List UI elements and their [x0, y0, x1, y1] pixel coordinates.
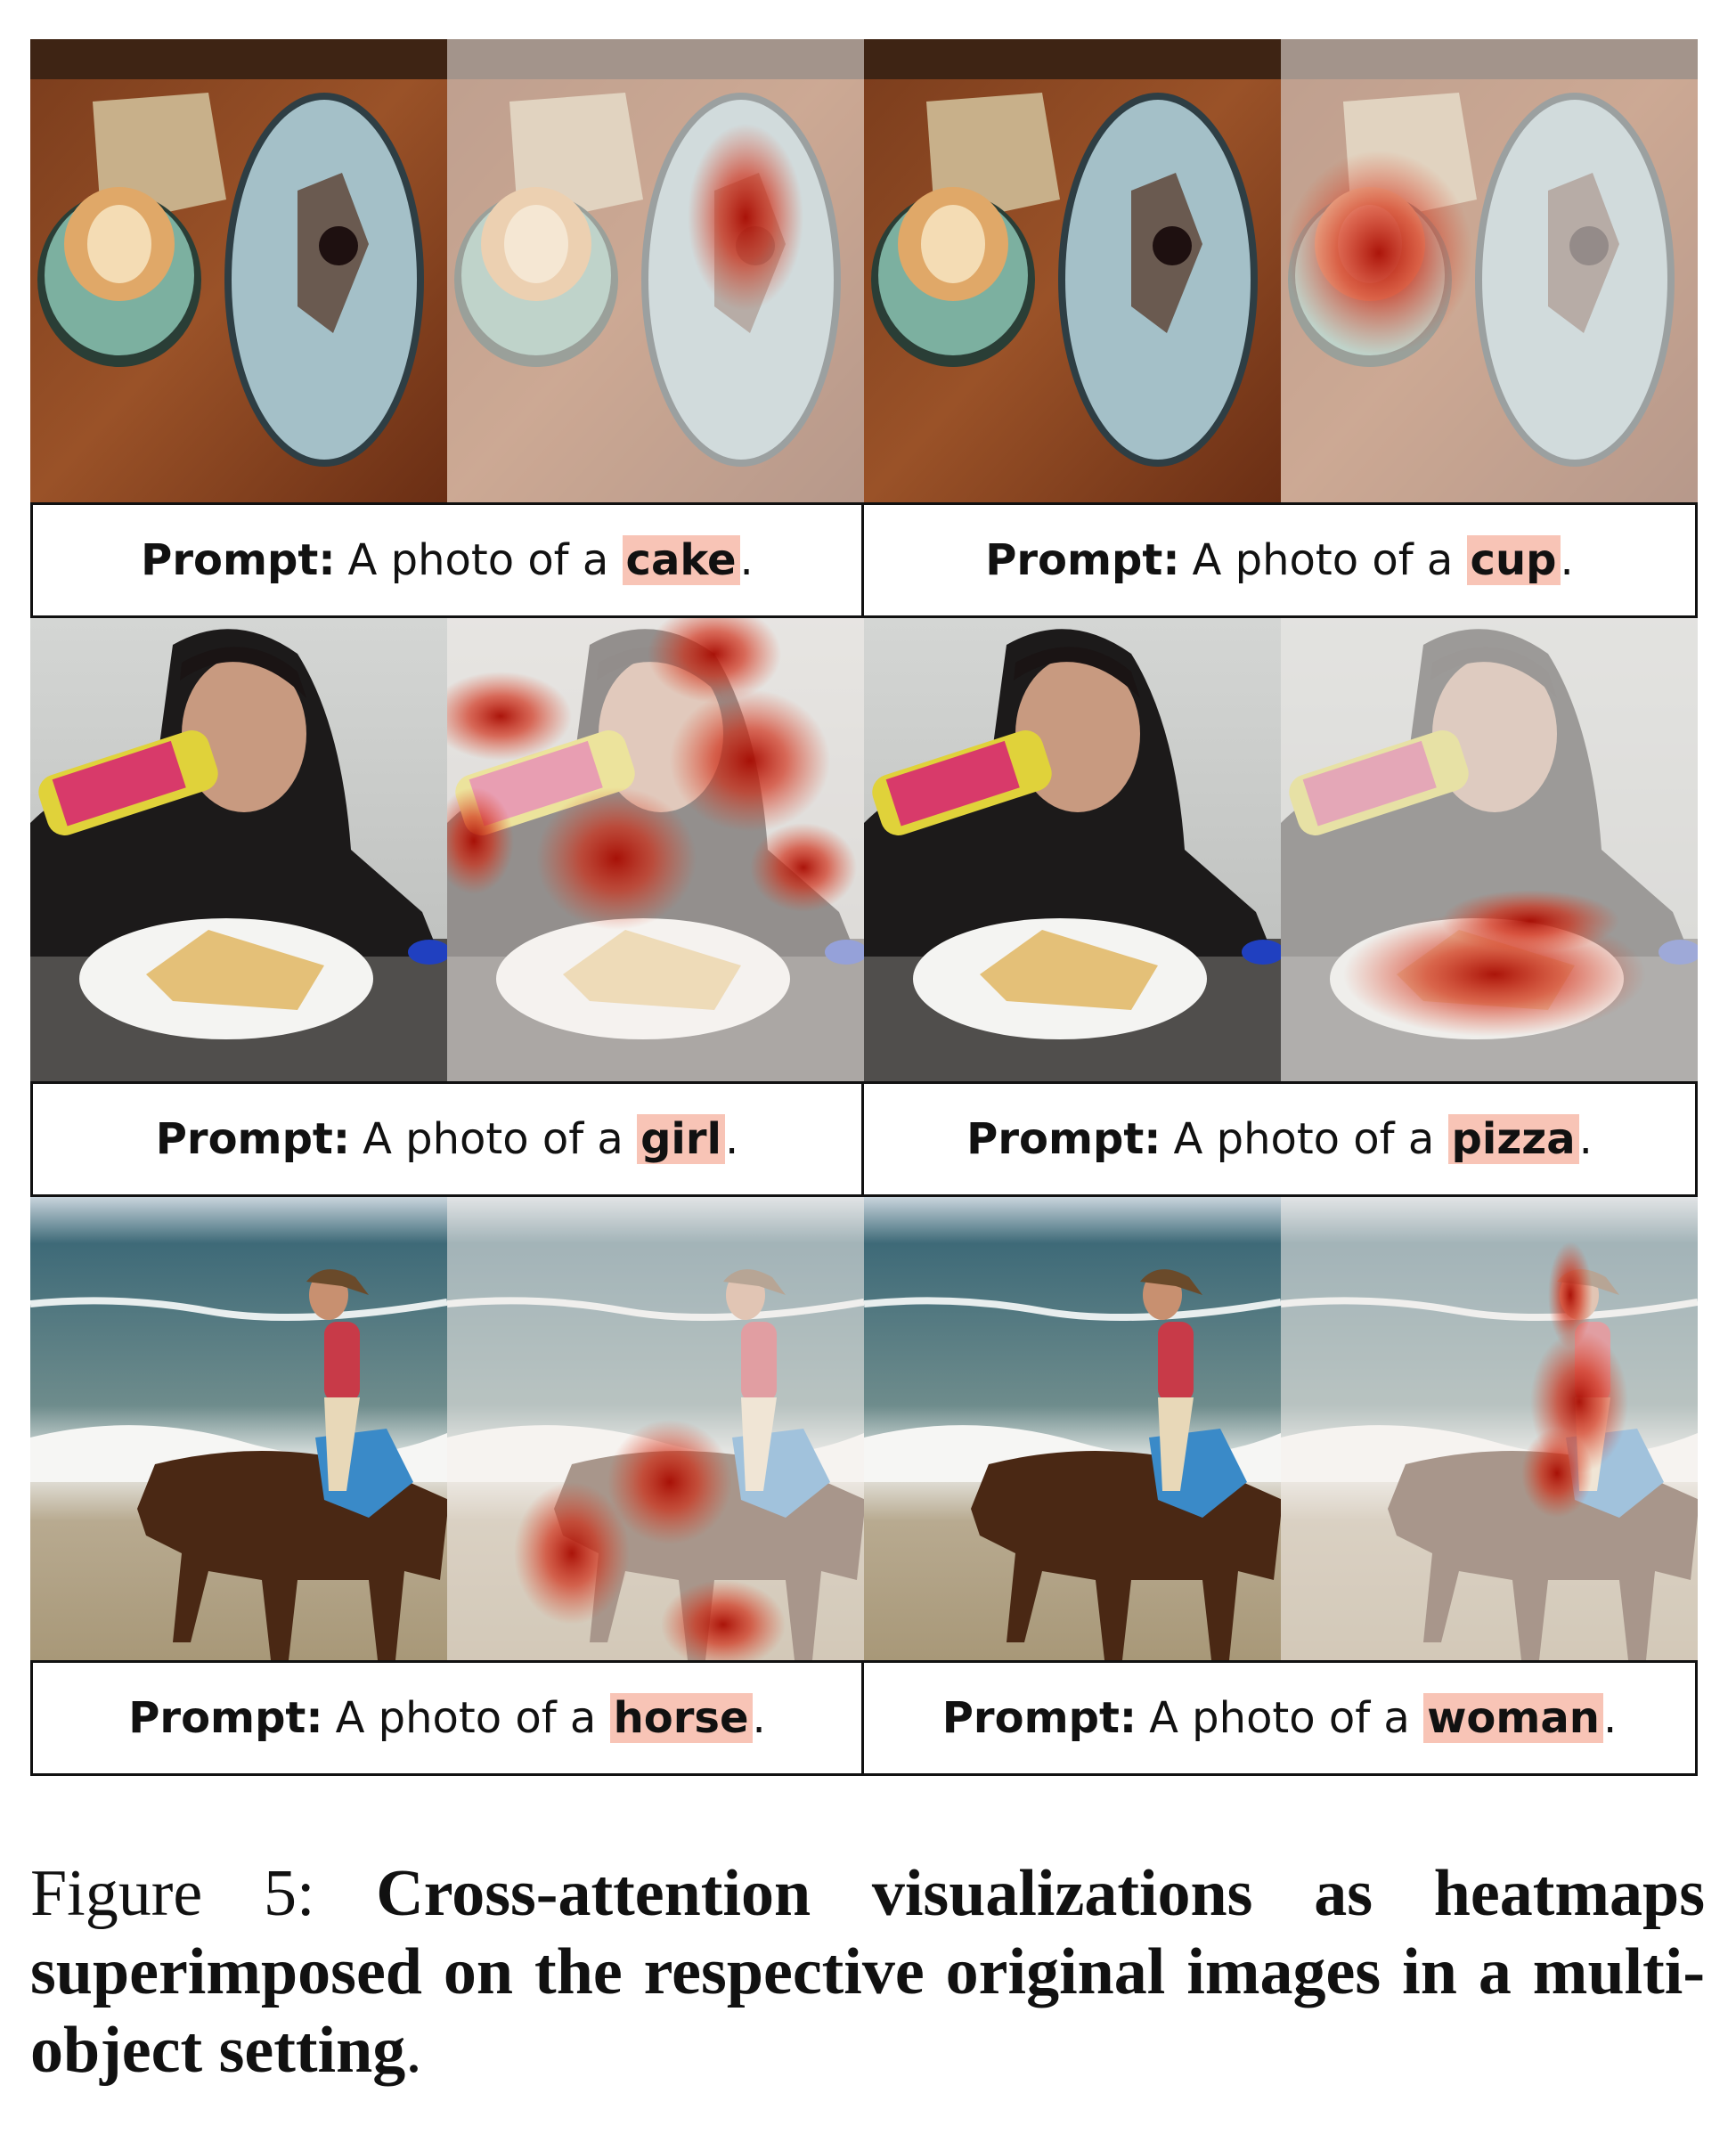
caption-label: Figure 5:: [30, 1857, 315, 1930]
heatmap-image-woman: [1281, 1197, 1698, 1660]
heat-region: [750, 823, 857, 912]
heatmap-image-cup: [1281, 39, 1698, 502]
prompt-row-1: Prompt: A photo of a cake. Prompt: A pho…: [30, 502, 1698, 618]
prompt-suffix: .: [1602, 1693, 1618, 1743]
prompt-prefix: A photo of a: [335, 1693, 597, 1743]
prompt-label: Prompt:: [128, 1693, 323, 1743]
prompt-prefix: A photo of a: [347, 535, 609, 585]
heat-region: [1285, 151, 1472, 355]
original-image-beach: [30, 1197, 447, 1660]
prompt-label: Prompt:: [966, 1114, 1161, 1164]
heat-region: [447, 672, 572, 761]
prompt-token: cup: [1466, 535, 1561, 585]
prompt-cup: Prompt: A photo of a cup.: [864, 502, 1698, 618]
figure-caption: Figure 5: Cross-attention visualizations…: [30, 1854, 1705, 2089]
prompt-token: pizza: [1447, 1114, 1579, 1164]
image-row-1: [30, 39, 1698, 502]
heat-region: [688, 124, 803, 311]
prompt-prefix: A photo of a: [1173, 1114, 1435, 1164]
image-row-3: [30, 1197, 1698, 1660]
prompt-suffix: .: [1578, 1114, 1593, 1164]
prompt-label: Prompt:: [141, 535, 336, 585]
heat-region: [514, 1482, 630, 1625]
heat-region: [447, 787, 514, 894]
original-image-cafe: [30, 39, 447, 502]
prompt-pizza: Prompt: A photo of a pizza.: [864, 1081, 1698, 1197]
prompt-row-3: Prompt: A photo of a horse. Prompt: A ph…: [30, 1660, 1698, 1776]
heat-region: [1521, 1429, 1593, 1518]
prompt-label: Prompt:: [155, 1114, 351, 1164]
heatmap-image-horse: [447, 1197, 864, 1660]
prompt-label: Prompt:: [985, 535, 1180, 585]
prompt-token: cake: [622, 535, 740, 585]
prompt-horse: Prompt: A photo of a horse.: [30, 1660, 864, 1776]
heatmap-image-girl: [447, 618, 864, 1081]
figure-5: Prompt: A photo of a cake. Prompt: A pho…: [30, 39, 1698, 1776]
prompt-cake: Prompt: A photo of a cake.: [30, 502, 864, 618]
heat-region: [1441, 890, 1619, 952]
prompt-suffix: .: [739, 535, 754, 585]
prompt-suffix: .: [752, 1693, 766, 1743]
heatmap-image-cake: [447, 39, 864, 502]
caption-end: .: [405, 2014, 422, 2087]
caption-text: Cross-attention visualizations as heatma…: [30, 1857, 1706, 2087]
prompt-suffix: .: [725, 1114, 739, 1164]
prompt-token: girl: [637, 1114, 725, 1164]
image-row-2: [30, 618, 1698, 1081]
prompt-label: Prompt:: [941, 1693, 1137, 1743]
original-image-girl-pizza: [864, 618, 1281, 1081]
original-image-beach: [864, 1197, 1281, 1660]
heat-region: [1548, 1242, 1593, 1348]
heat-region: [536, 787, 697, 930]
heat-region: [670, 689, 830, 832]
prompt-prefix: A photo of a: [1149, 1693, 1410, 1743]
prompt-token: woman: [1423, 1693, 1603, 1743]
heat-region: [661, 1580, 786, 1660]
heat-region: [607, 1420, 732, 1544]
original-image-girl-pizza: [30, 618, 447, 1081]
prompt-row-2: Prompt: A photo of a girl. Prompt: A pho…: [30, 1081, 1698, 1197]
heatmap-image-pizza: [1281, 618, 1698, 1081]
prompt-girl: Prompt: A photo of a girl.: [30, 1081, 864, 1197]
prompt-prefix: A photo of a: [1192, 535, 1454, 585]
prompt-prefix: A photo of a: [363, 1114, 623, 1164]
prompt-token: horse: [609, 1693, 753, 1743]
prompt-suffix: .: [1560, 535, 1574, 585]
prompt-woman: Prompt: A photo of a woman.: [864, 1660, 1698, 1776]
original-image-cafe: [864, 39, 1281, 502]
heat-region: [648, 618, 781, 703]
